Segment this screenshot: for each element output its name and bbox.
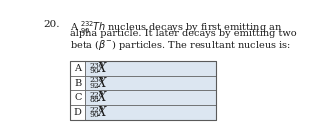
Text: C: C: [74, 93, 81, 102]
Bar: [70, 61, 216, 120]
Text: B: B: [74, 79, 81, 88]
Text: X: X: [98, 62, 106, 75]
Bar: [86, 61, 216, 76]
Text: D: D: [74, 108, 82, 117]
Text: beta ($\beta^{-}$) particles. The resultant nucleus is:: beta ($\beta^{-}$) particles. The result…: [70, 38, 291, 52]
Text: 228: 228: [89, 91, 104, 99]
Bar: [70, 61, 86, 76]
Bar: [70, 91, 86, 105]
Text: 92: 92: [89, 82, 99, 90]
Text: X: X: [98, 106, 106, 119]
Text: 90: 90: [89, 67, 99, 75]
Text: A $^{232}_{90}\!Th$ nucleus decays by first emitting an: A $^{232}_{90}\!Th$ nucleus decays by fi…: [70, 20, 282, 36]
Text: 88: 88: [89, 96, 99, 104]
Bar: [86, 76, 216, 91]
Bar: [70, 105, 86, 120]
Text: A: A: [74, 64, 81, 73]
Text: 20.: 20.: [44, 20, 60, 29]
Text: alpha particle. It later decays by emitting two: alpha particle. It later decays by emitt…: [70, 29, 296, 38]
Bar: [86, 91, 216, 105]
Bar: [70, 76, 86, 91]
Text: 90: 90: [89, 111, 99, 119]
Bar: [86, 105, 216, 120]
Text: X: X: [98, 77, 106, 90]
Text: 238: 238: [89, 76, 104, 84]
Text: 228: 228: [89, 106, 104, 114]
Text: 230: 230: [89, 62, 104, 70]
Text: X: X: [98, 91, 106, 104]
